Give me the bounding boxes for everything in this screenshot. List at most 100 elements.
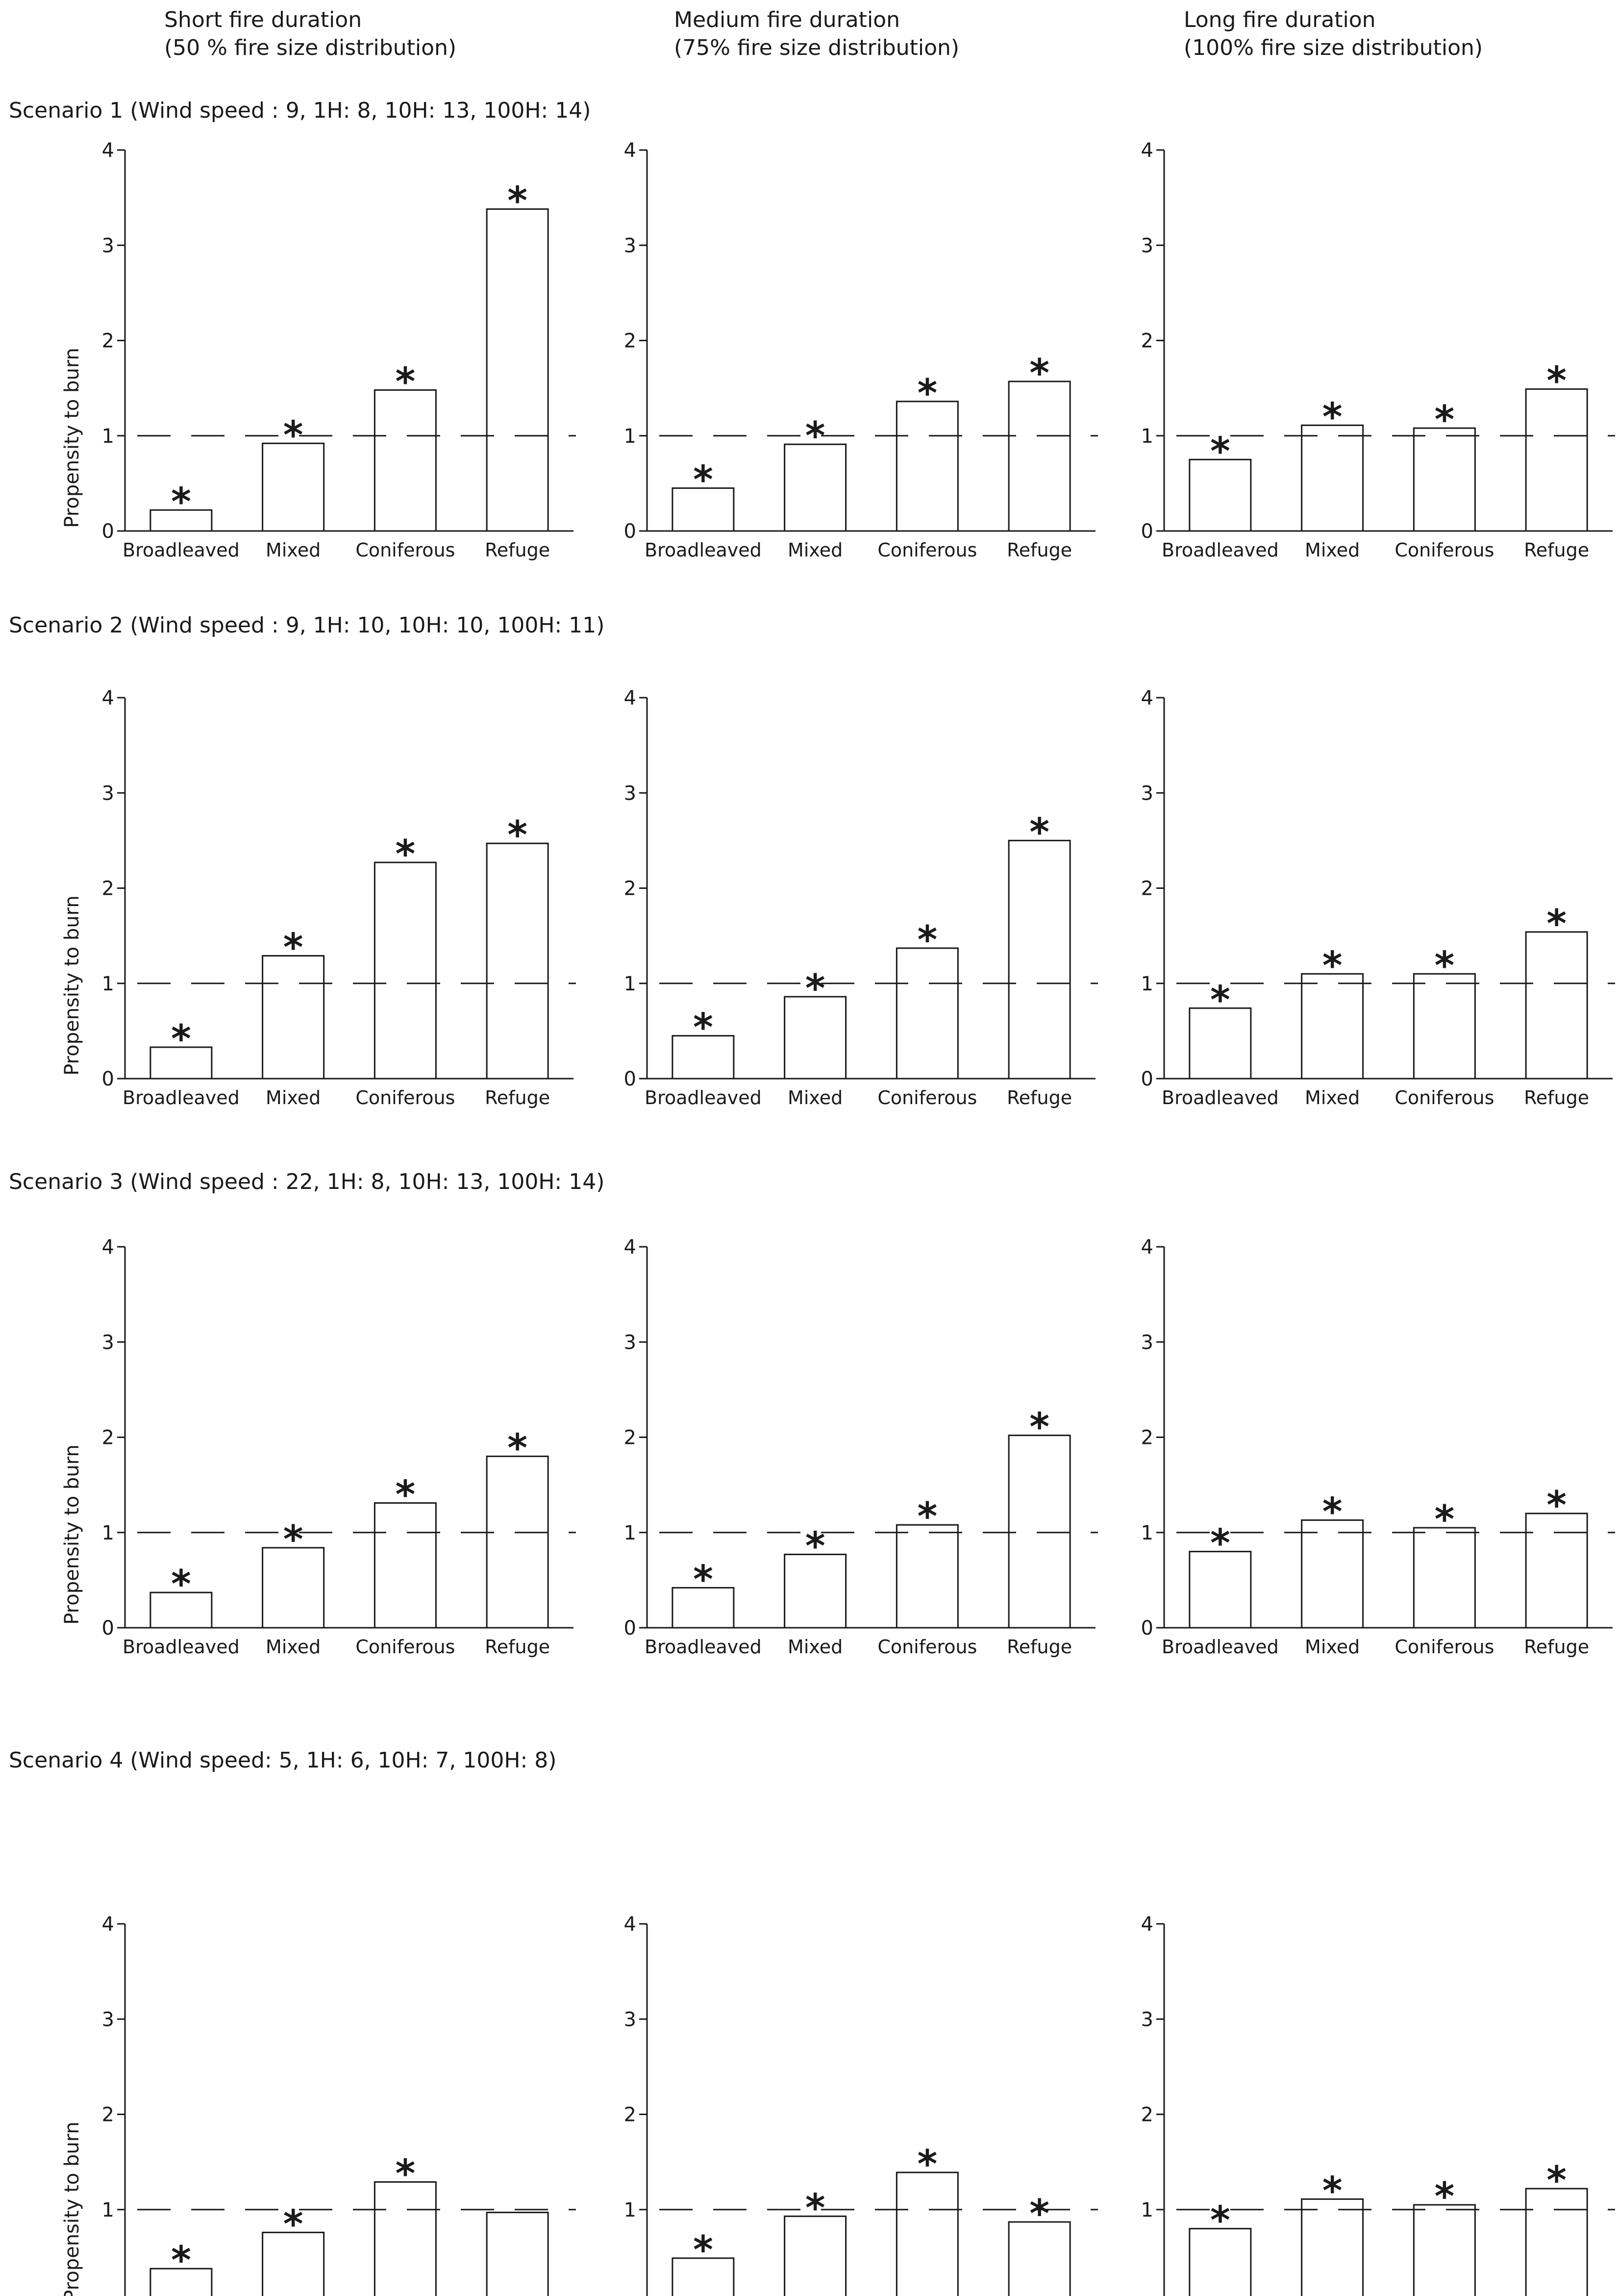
category-label: Mixed [266,1636,321,1658]
y-tick-label: 3 [102,782,114,805]
y-tick-label: 0 [102,1068,114,1090]
category-label: Mixed [1305,539,1360,561]
significance-marker: * [507,179,527,223]
significance-marker: * [1210,2199,1230,2243]
category-label: Coniferous [877,1636,977,1658]
panel-s3-short: 0 1 2 3 4 Propensity to burn * Broadleaved * Mixe… [61,1236,576,1658]
category-label: Broadleaved [123,539,240,561]
bar-mixed [784,2215,847,2296]
y-tick-label: 0 [1141,1068,1153,1090]
bar-broadleaved [149,1046,213,1080]
y-tick-label: 1 [1141,973,1153,995]
category-label: Refuge [1007,1636,1072,1658]
y-tick-label: 1 [624,973,636,995]
category-label: Refuge [1007,539,1072,561]
category-label: Refuge [1524,1087,1589,1109]
significance-marker: * [1546,2159,1567,2203]
category-label: Broadleaved [1162,1087,1279,1109]
panel-s4-long: 01234*Broadleaved*Mixed*Coniferous*Refug… [1141,1913,1615,2296]
category-label: Refuge [485,539,550,561]
panel-s2-short: 0 1 2 3 4 Propensity to burn * Broadleaved * Mixe… [61,687,576,1109]
category-label: Refuge [1524,1636,1589,1658]
y-tick-label: 3 [1141,2008,1153,2031]
y-tick-label: 1 [1141,2199,1153,2221]
y-tick-label: 1 [1141,425,1153,448]
bar-mixed [784,1553,847,1629]
significance-marker: * [395,360,415,404]
category-label: Coniferous [355,1087,455,1109]
y-tick-label: 0 [1141,2294,1153,2296]
y-tick-label: 0 [624,1068,636,1090]
col-title-long-line2: (100% fire size distribution) [1184,35,1483,60]
y-tick-label: 3 [102,234,114,257]
significance-marker: * [1546,1484,1567,1528]
significance-marker: * [1434,1498,1454,1542]
bar-coniferous [896,947,959,1080]
bar-coniferous [1413,427,1476,532]
y-tick-label: 3 [1141,782,1153,805]
bar-refuge [1525,1513,1588,1629]
bar-mixed [262,955,325,1080]
y-tick-label: 4 [1141,139,1153,162]
significance-marker: * [283,926,303,970]
bar-broadleaved [672,1035,735,1080]
significance-marker: * [1210,429,1230,474]
significance-marker: * [1029,2192,1049,2236]
category-label: Refuge [485,1636,550,1658]
category-label: Coniferous [1395,1087,1494,1109]
chart-panels: 0 1 2 3 4 Propensity to burn * Broadleaved * Mixe… [61,139,1615,2296]
category-label: Mixed [788,539,843,561]
y-tick-label: 4 [1141,1913,1153,1936]
category-label: Refuge [485,1087,550,1109]
significance-marker: * [395,833,415,877]
significance-marker: * [507,1426,527,1470]
y-tick-label: 4 [102,687,114,709]
y-tick-label: 1 [102,425,114,448]
y-tick-label: 3 [624,1331,636,1354]
bar-refuge [1525,388,1588,532]
category-label: Mixed [788,1087,843,1109]
significance-marker: * [1029,810,1049,855]
bar-broadleaved [149,1591,213,1629]
panel-s2-medium: 0 1 2 3 4 * Broadleaved * Mixed * Coniferous * Refug… [624,687,1098,1109]
col-title-medium-line1: Medium fire duration [674,7,900,32]
bar-mixed [784,996,847,1080]
bar-coniferous [896,2171,959,2296]
significance-marker: * [171,2239,191,2283]
significance-marker: * [1322,395,1343,439]
category-label: Coniferous [355,1636,455,1658]
category-label: Broadleaved [123,1087,240,1109]
y-tick-label: 1 [102,973,114,995]
y-tick-label: 1 [1141,1522,1153,1544]
y-tick-label: 0 [624,2294,636,2296]
bar-mixed [1301,2198,1364,2296]
y-tick-label: 2 [102,330,114,353]
bar-refuge [486,1455,549,1629]
category-label: Coniferous [877,1087,977,1109]
y-axis-label: Propensity to burn [61,348,83,528]
y-tick-label: 3 [624,234,636,257]
significance-marker: * [283,1518,303,1562]
category-label: Broadleaved [645,1636,762,1658]
bar-broadleaved [672,2257,735,2296]
y-tick-label: 3 [102,1331,114,1354]
y-tick-label: 3 [1141,234,1153,257]
y-tick-label: 2 [624,1427,636,1449]
y-tick-label: 3 [102,2008,114,2031]
y-tick-label: 3 [624,782,636,805]
y-tick-label: 2 [1141,1427,1153,1449]
y-tick-label: 3 [1141,1331,1153,1354]
y-tick-label: 4 [1141,1236,1153,1259]
y-tick-label: 0 [1141,520,1153,543]
y-tick-label: 4 [624,1913,636,1936]
y-axis-label: Propensity to burn [61,2121,83,2296]
significance-marker: * [805,967,825,1011]
significance-marker: * [1322,1490,1343,1534]
y-axis-label: Propensity to burn [61,895,83,1076]
bar-refuge [1008,1435,1071,1629]
significance-marker: * [171,1017,191,1061]
y-axis-label: Propensity to burn [61,1444,83,1625]
significance-marker: * [805,2186,825,2230]
bar-coniferous [374,389,437,532]
